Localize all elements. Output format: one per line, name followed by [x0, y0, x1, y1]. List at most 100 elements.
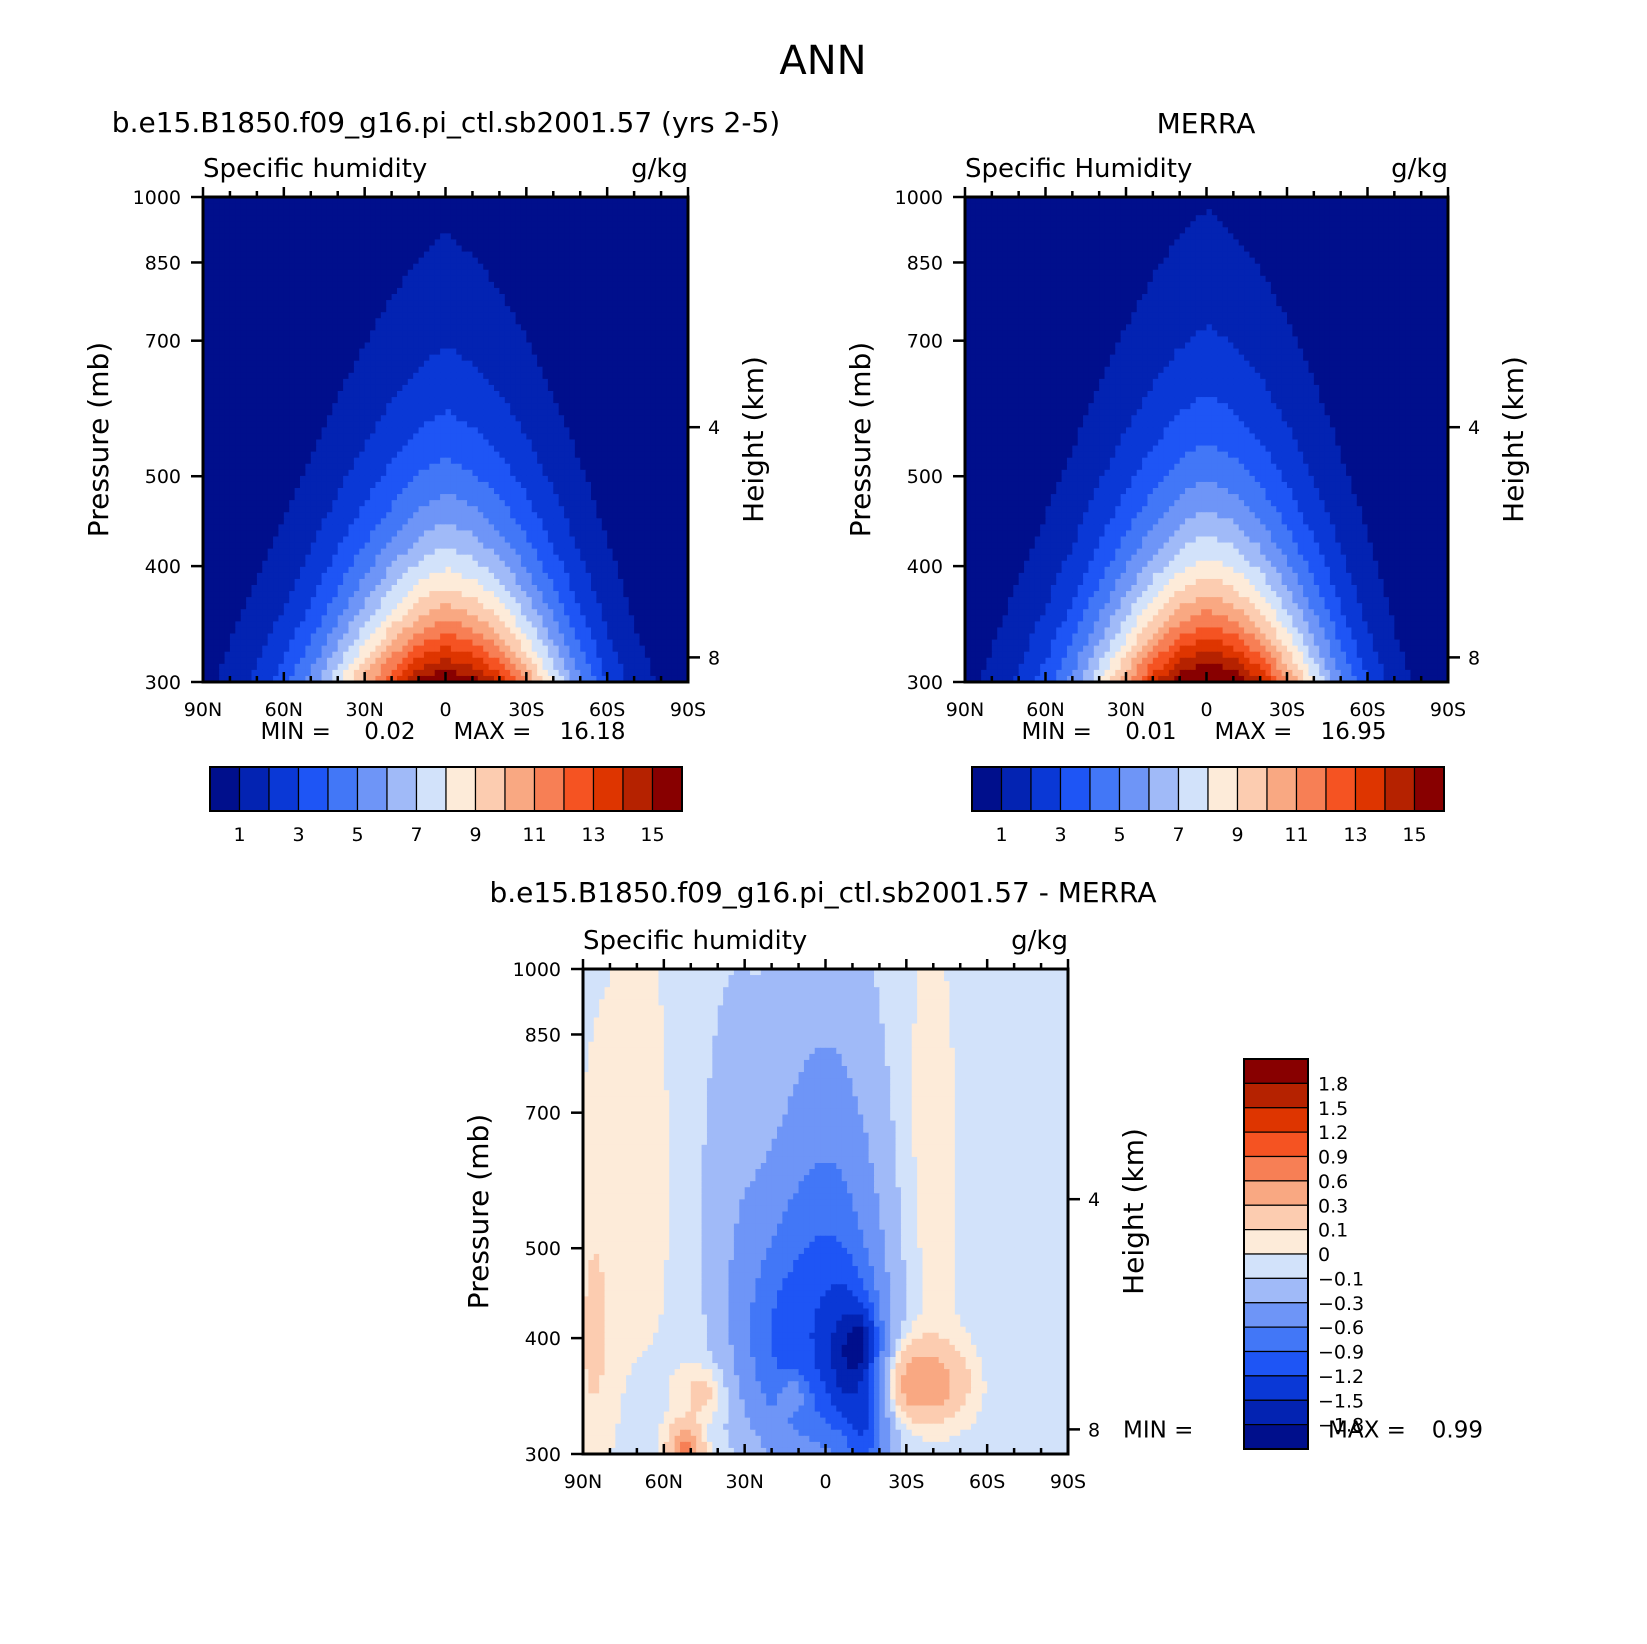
- contour-cell: [364, 488, 371, 495]
- contour-cell: [289, 469, 296, 477]
- contour-cell: [623, 342, 630, 350]
- contour-cell: [348, 451, 355, 459]
- contour-cell: [300, 348, 306, 356]
- contour-cell: [526, 245, 533, 253]
- contour-cell: [639, 403, 646, 410]
- contour-cell: [300, 324, 306, 331]
- contour-cell: [682, 336, 688, 344]
- contour-cell: [434, 409, 441, 416]
- contour-cell: [229, 233, 236, 241]
- contour-cell: [569, 463, 576, 471]
- contour-cell: [510, 427, 517, 435]
- contour-cell: [515, 287, 522, 295]
- contour-cell: [607, 324, 614, 331]
- contour-cell: [310, 354, 317, 362]
- contour-cell: [601, 397, 608, 404]
- contour-cell: [429, 318, 436, 325]
- contour-cell: [219, 481, 226, 489]
- contour-cell: [337, 209, 344, 216]
- contour-cell: [655, 439, 662, 447]
- contour-cell: [407, 451, 414, 459]
- contour-cell: [246, 251, 253, 259]
- contour-cell: [273, 263, 280, 271]
- contour-cell: [229, 409, 236, 416]
- contour-cell: [488, 221, 495, 228]
- contour-cell: [520, 433, 527, 441]
- contour-cell: [273, 324, 280, 331]
- contour-cell: [467, 221, 474, 228]
- contour-cell: [510, 366, 517, 374]
- contour-cell: [386, 203, 393, 210]
- contour-cell: [472, 518, 479, 525]
- contour-cell: [617, 318, 624, 325]
- contour-cell: [580, 203, 587, 210]
- contour-cell: [208, 360, 215, 368]
- contour-cell: [574, 287, 581, 295]
- contour-cell: [278, 318, 285, 325]
- contour-cell: [477, 457, 484, 465]
- contour-cell: [434, 318, 441, 325]
- contour-cell: [526, 494, 533, 501]
- contour-cell: [278, 233, 285, 241]
- contour-cell: [407, 457, 414, 465]
- contour-cell: [553, 318, 560, 325]
- contour-cell: [682, 445, 688, 453]
- contour-cell: [326, 366, 333, 374]
- contour-cell: [569, 221, 576, 228]
- contour-cell: [661, 421, 668, 428]
- contour-cell: [601, 257, 608, 265]
- contour-cell: [316, 318, 323, 325]
- contour-cell: [531, 287, 538, 295]
- contour-cell: [564, 197, 571, 204]
- contour-cell: [305, 518, 312, 525]
- contour-cell: [564, 233, 571, 241]
- contour-cell: [326, 500, 333, 507]
- contour-cell: [219, 312, 226, 319]
- contour-cell: [558, 318, 565, 325]
- contour-cell: [235, 530, 242, 538]
- contour-cell: [235, 336, 242, 344]
- contour-cell: [413, 366, 420, 374]
- contour-cell: [364, 397, 371, 404]
- contour-cell: [391, 524, 398, 532]
- contour-cell: [375, 384, 382, 392]
- contour-cell: [332, 360, 339, 368]
- contour-cell: [623, 500, 630, 507]
- contour-cell: [321, 439, 328, 447]
- contour-cell: [359, 366, 366, 374]
- contour-cell: [450, 197, 457, 204]
- contour-cell: [472, 269, 479, 277]
- contour-cell: [677, 257, 684, 265]
- contour-cell: [397, 209, 403, 216]
- contour-cell: [305, 403, 312, 410]
- contour-cell: [601, 445, 608, 453]
- contour-cell: [203, 384, 209, 392]
- contour-cell: [273, 415, 280, 422]
- contour-cell: [256, 336, 263, 344]
- contour-cell: [644, 421, 651, 428]
- contour-cell: [547, 494, 554, 501]
- contour-cell: [326, 251, 333, 259]
- contour-cell: [450, 506, 457, 513]
- contour-cell: [407, 215, 414, 222]
- contour-cell: [520, 506, 527, 513]
- contour-cell: [273, 281, 280, 289]
- contour-cell: [418, 494, 425, 501]
- contour-cell: [537, 354, 544, 362]
- contour-cell: [235, 524, 242, 532]
- contour-cell: [251, 342, 258, 350]
- contour-cell: [348, 269, 355, 277]
- contour-cell: [467, 306, 474, 313]
- contour-cell: [450, 481, 457, 489]
- contour-cell: [364, 336, 371, 344]
- contour-cell: [326, 215, 333, 222]
- contour-cell: [644, 469, 651, 477]
- contour-cell: [531, 475, 538, 483]
- contour-cell: [283, 360, 290, 368]
- contour-cell: [515, 354, 522, 362]
- contour-cell: [397, 391, 403, 398]
- contour-cell: [343, 469, 350, 477]
- contour-cell: [326, 209, 333, 216]
- contour-cell: [564, 403, 571, 410]
- contour-cell: [310, 269, 317, 277]
